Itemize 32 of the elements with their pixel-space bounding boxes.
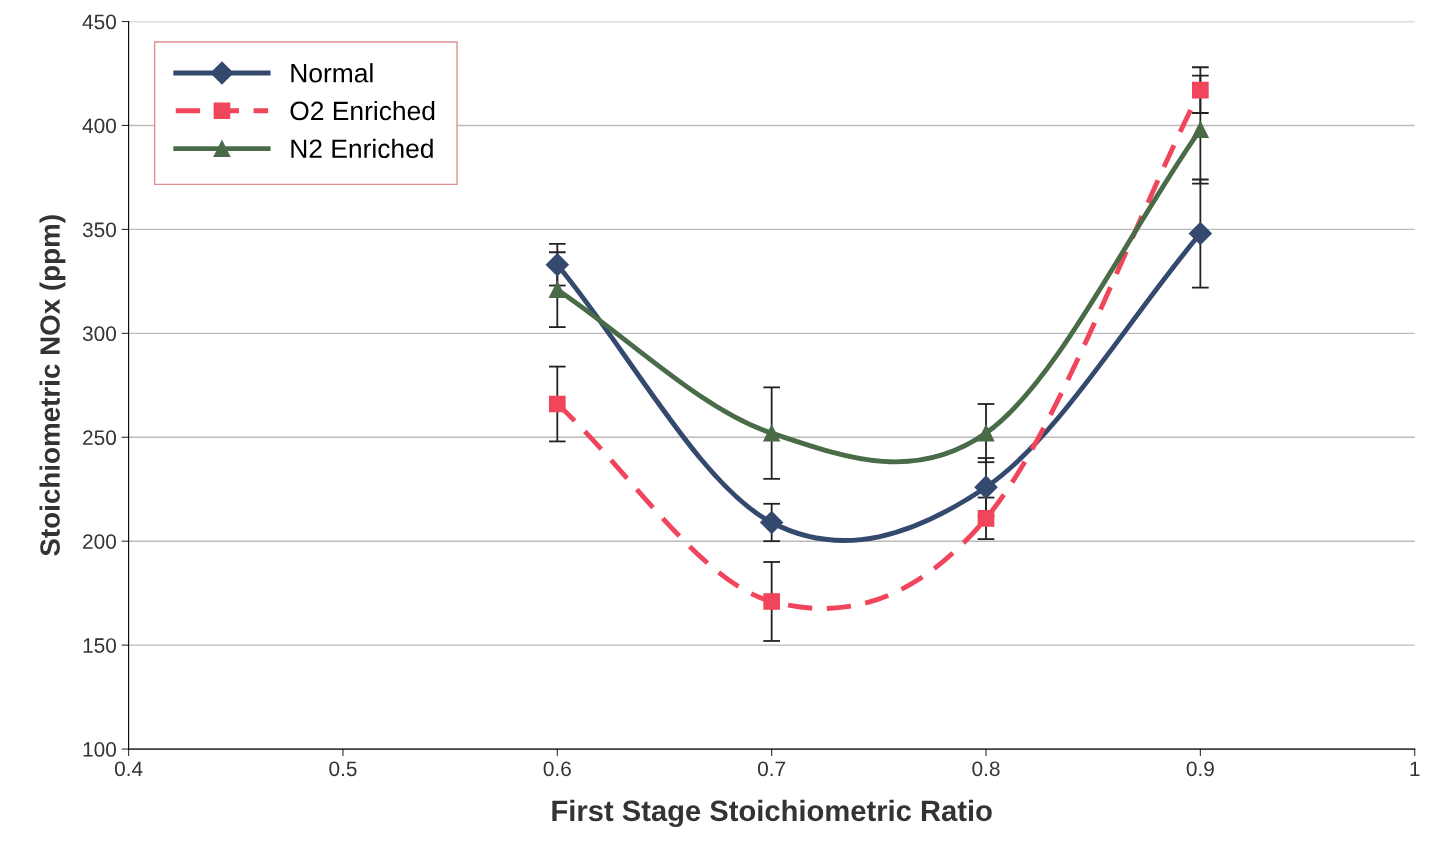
y-tick-label: 450 [82,14,116,30]
point [1192,81,1209,99]
point [548,395,566,413]
point [545,253,569,277]
point [977,510,995,527]
point [1192,121,1209,138]
x-axis-title: First Stage Stoichiometric Ratio [552,799,992,828]
legend-label: Normal [291,63,373,83]
legend-label: O2 Enriched [290,100,435,121]
x-tick-label: 0.5 [329,761,357,777]
x-tick-label: 0.9 [1186,761,1214,777]
point [763,593,780,610]
y-tick-label: 150 [83,638,116,653]
point [1188,222,1212,246]
legend-label: N2 Enriched [291,138,433,159]
y-tick-label: 250 [83,430,116,446]
y-tick-label: 100 [83,742,116,757]
y-tick-label: 350 [82,222,116,238]
x-tick-label: 0.6 [543,761,571,777]
y-tick-label: 200 [83,534,116,549]
y-tick-label: 300 [82,326,116,342]
point [974,475,998,499]
x-tick-label: 0.8 [972,761,1000,777]
point [548,281,566,299]
y-axis-title: Stoichiometric NOx (ppm) [39,215,66,556]
point [763,424,780,442]
point [760,510,784,534]
x-tick-label: 0.7 [757,761,786,777]
x-tick-label: 0.4 [114,761,143,777]
x-tick-label: 1 [1410,761,1420,776]
y-tick-label: 400 [82,118,116,134]
point [977,424,995,442]
